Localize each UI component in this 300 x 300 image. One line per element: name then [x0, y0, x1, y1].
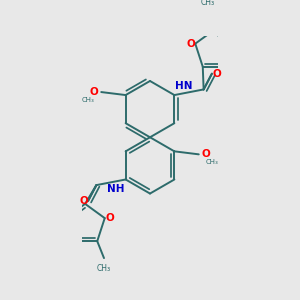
Text: HN: HN [175, 81, 193, 91]
Text: NH: NH [107, 184, 125, 194]
Text: CH₃: CH₃ [206, 159, 218, 165]
Text: O: O [89, 87, 98, 97]
Text: O: O [79, 196, 88, 206]
Text: O: O [186, 39, 195, 49]
Text: CH₃: CH₃ [201, 0, 215, 7]
Text: CH₃: CH₃ [82, 97, 94, 103]
Text: O: O [105, 213, 114, 223]
Text: O: O [212, 69, 221, 79]
Text: O: O [202, 149, 211, 159]
Text: CH₃: CH₃ [97, 264, 111, 273]
